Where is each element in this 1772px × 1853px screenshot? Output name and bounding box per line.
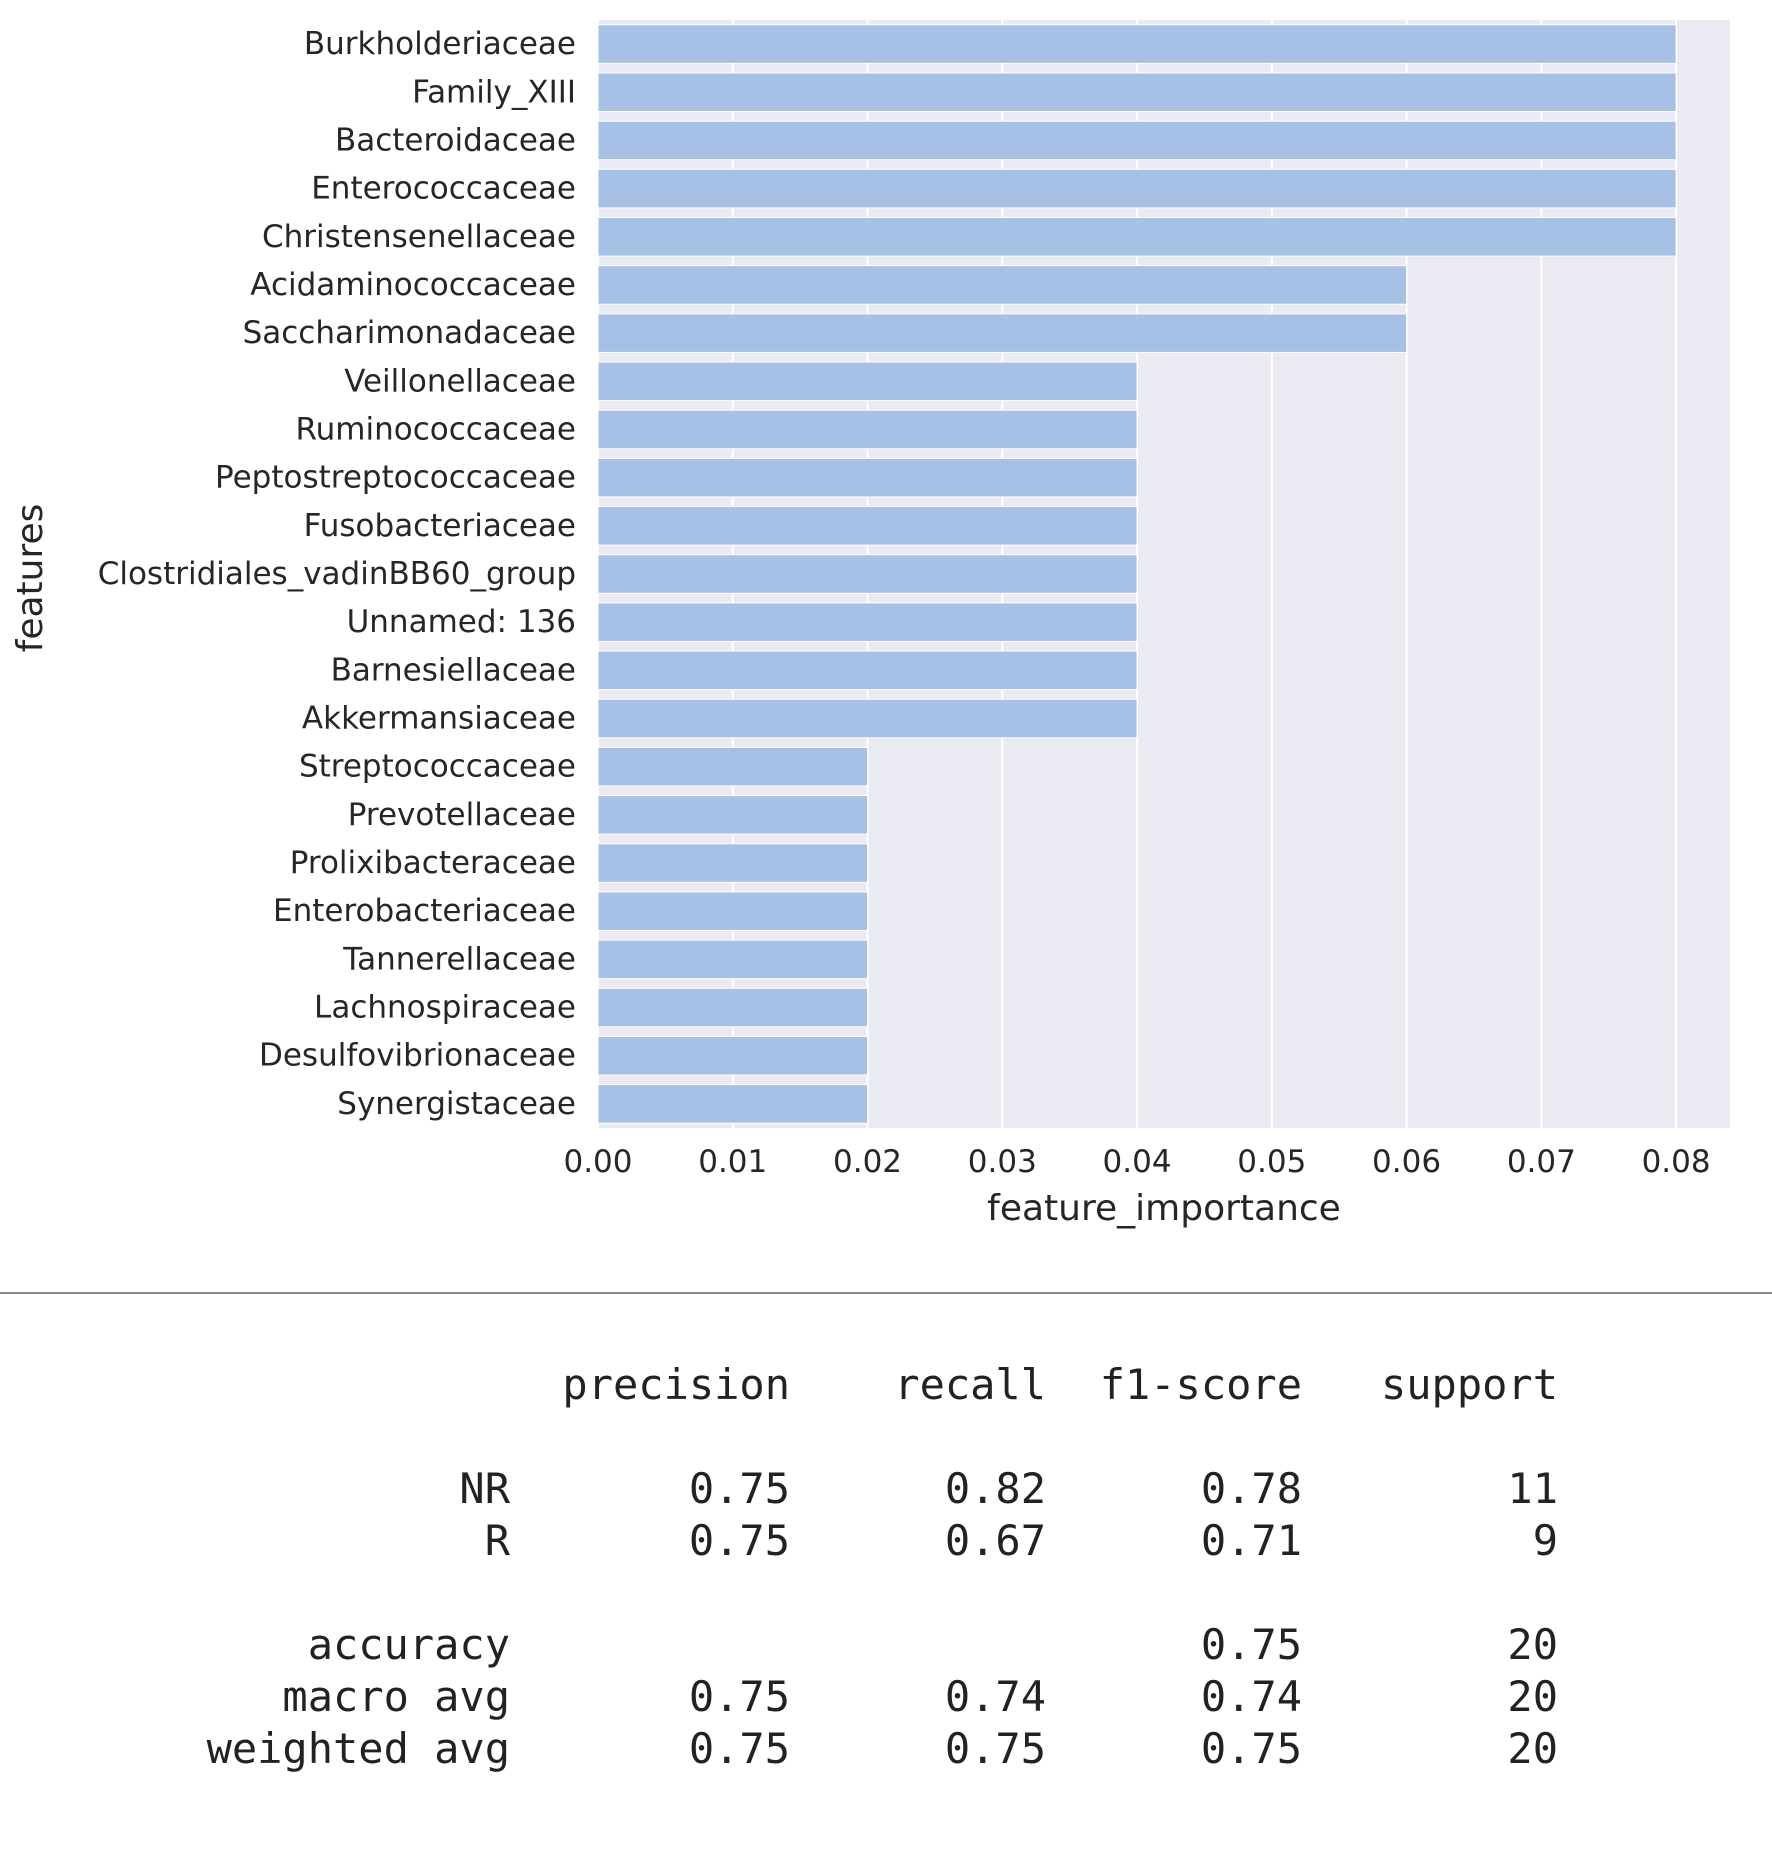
bar-0	[597, 24, 1677, 64]
report-recall: 0.74	[944, 1672, 1046, 1721]
x-tick-label: 0.01	[698, 1144, 767, 1180]
category-label: Barnesiellaceae	[331, 652, 576, 688]
category-label: Family_XIII	[412, 74, 576, 110]
report-header: precision	[562, 1360, 790, 1409]
bar-21	[597, 1035, 869, 1076]
bar-20	[597, 987, 869, 1028]
category-label: Fusobacteriaceae	[304, 508, 576, 544]
report-f1-score: 0.71	[1200, 1516, 1302, 1565]
report-recall: 0.67	[944, 1516, 1046, 1565]
report-header: recall	[894, 1360, 1046, 1409]
classification-report: precision recall f1-score support NR 0.75 0.82…	[0, 1330, 1772, 1810]
report-support: 20	[1507, 1724, 1558, 1773]
section-divider	[0, 1292, 1772, 1294]
category-label: Veillonellaceae	[344, 363, 576, 399]
y-axis-label: features	[10, 504, 51, 653]
chart-svg: Burkholderiaceae Family_XIII Bacteroidacea…	[10, 20, 1730, 1229]
category-label: Prevotellaceae	[348, 797, 576, 833]
x-tick-label: 0.08	[1642, 1144, 1711, 1180]
bar-16	[597, 795, 869, 835]
report-support: 20	[1507, 1620, 1558, 1669]
bar-12	[597, 602, 1138, 642]
x-tick-label: 0.04	[1103, 1144, 1172, 1180]
bar-15	[597, 746, 869, 787]
category-label: Enterobacteriaceae	[273, 893, 576, 929]
x-tick-label: 0.02	[833, 1144, 902, 1180]
bar-7	[597, 361, 1138, 402]
bar-8	[597, 409, 1138, 450]
bar-1	[597, 72, 1677, 113]
report-row-label: macro avg	[282, 1672, 510, 1721]
category-label: Lachnospiraceae	[314, 990, 576, 1026]
report-f1-score: 0.78	[1200, 1464, 1302, 1513]
report-precision: 0.75	[688, 1672, 790, 1721]
report-precision: 0.75	[688, 1724, 790, 1773]
category-label: Streptococcaceae	[299, 749, 576, 785]
category-label: Akkermansiaceae	[302, 701, 576, 737]
bar-11	[597, 554, 1138, 594]
report-row-label: accuracy	[307, 1620, 510, 1669]
category-label: Synergistaceae	[337, 1086, 576, 1122]
bar-17	[597, 843, 869, 883]
category-label: Saccharimonadaceae	[243, 315, 576, 351]
x-tick-label: 0.00	[563, 1144, 632, 1180]
report-row-label: R	[484, 1516, 510, 1565]
bar-10	[597, 506, 1138, 546]
category-label: Burkholderiaceae	[304, 26, 576, 62]
x-axis-label: feature_importance	[987, 1188, 1341, 1229]
report-header: f1-score	[1099, 1360, 1302, 1409]
bar-3	[597, 168, 1677, 209]
category-label: Clostridiales_vadinBB60_group	[98, 556, 576, 592]
report-support: 9	[1532, 1516, 1558, 1565]
bar-18	[597, 891, 869, 931]
category-label: Unnamed: 136	[347, 604, 576, 640]
feature-importance-chart: Burkholderiaceae Family_XIII Bacteroidacea…	[10, 20, 1730, 1229]
category-label: Ruminococcaceae	[296, 411, 577, 447]
bar-9	[597, 457, 1138, 498]
category-label: Prolixibacteraceae	[290, 845, 576, 881]
bar-19	[597, 939, 869, 980]
x-tick-label: 0.05	[1237, 1144, 1306, 1180]
report-f1-score: 0.75	[1200, 1620, 1302, 1669]
bar-2	[597, 120, 1677, 161]
category-label: Bacteroidaceae	[335, 122, 576, 158]
x-tick-label: 0.07	[1507, 1144, 1576, 1180]
report-precision: 0.75	[688, 1464, 790, 1513]
bar-6	[597, 313, 1408, 353]
bar-5	[597, 265, 1408, 305]
category-label: Desulfovibrionaceae	[259, 1038, 576, 1074]
category-label: Enterococcaceae	[311, 171, 576, 207]
bar-22	[597, 1084, 869, 1124]
report-f1-score: 0.75	[1200, 1724, 1302, 1773]
report-recall: 0.75	[944, 1724, 1046, 1773]
x-tick-label: 0.03	[968, 1144, 1037, 1180]
report-precision: 0.75	[688, 1516, 790, 1565]
x-tick-label: 0.06	[1372, 1144, 1441, 1180]
bar-14	[597, 698, 1138, 739]
report-header: support	[1380, 1360, 1558, 1409]
report-row-label: weighted avg	[206, 1724, 510, 1773]
report-recall: 0.82	[944, 1464, 1046, 1513]
category-label: Acidaminococcaceae	[250, 267, 576, 303]
category-label: Christensenellaceae	[262, 219, 576, 255]
report-support: 20	[1507, 1672, 1558, 1721]
report-row-label: NR	[459, 1464, 510, 1513]
bar-13	[597, 650, 1138, 691]
report-support: 11	[1507, 1464, 1558, 1513]
category-label: Peptostreptococcaceae	[215, 460, 576, 496]
report-f1-score: 0.74	[1200, 1672, 1302, 1721]
bar-4	[597, 217, 1677, 257]
category-label: Tannerellaceae	[342, 941, 576, 977]
